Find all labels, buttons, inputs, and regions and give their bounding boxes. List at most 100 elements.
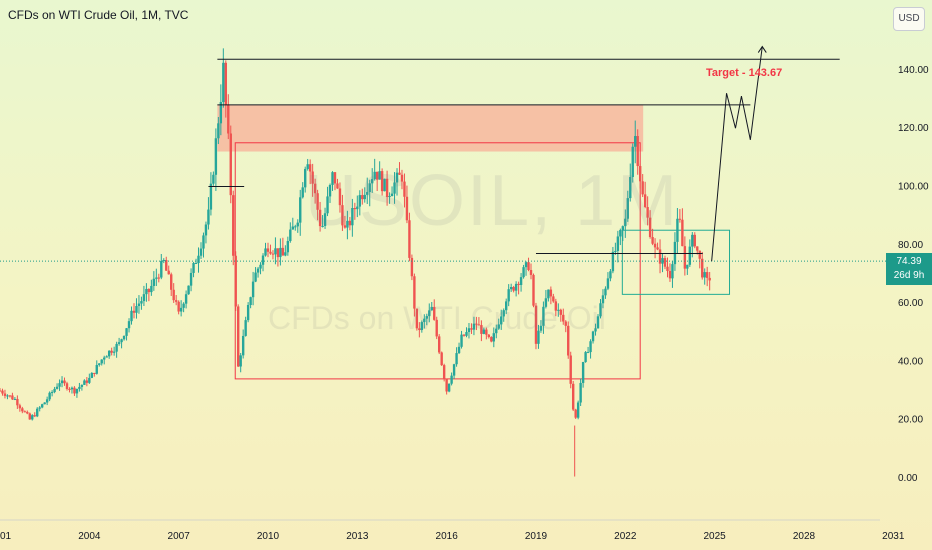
candle-body xyxy=(204,224,208,236)
x-tick-label: 2025 xyxy=(704,531,727,542)
candle-body xyxy=(256,268,260,273)
candle-body xyxy=(36,408,39,417)
candle-body xyxy=(683,246,687,269)
candle-body xyxy=(308,164,312,172)
candle-body xyxy=(549,289,553,297)
projection-path xyxy=(711,46,763,262)
candle-body xyxy=(621,226,625,231)
candle-body xyxy=(500,316,503,325)
candle-body xyxy=(182,303,185,308)
candle-body xyxy=(571,383,575,410)
countdown-value: 26d 9h xyxy=(893,270,925,281)
candle-body xyxy=(576,402,580,418)
candle-body xyxy=(85,380,89,383)
candle-body xyxy=(90,372,94,378)
candle-body xyxy=(261,255,265,265)
candle-body xyxy=(363,194,366,200)
candle-body xyxy=(110,350,113,353)
candle-body xyxy=(279,247,282,258)
candle-body xyxy=(624,218,627,227)
candle-body xyxy=(457,346,461,354)
candle-body xyxy=(241,335,245,356)
candle-body xyxy=(286,241,290,253)
candle-body xyxy=(232,195,235,256)
candle-body xyxy=(13,398,17,400)
candle-body xyxy=(698,250,701,259)
candle-body xyxy=(125,328,128,336)
candle-body xyxy=(246,304,250,321)
candle-body xyxy=(574,409,577,418)
candle-body xyxy=(651,237,654,244)
x-tick-label: 2022 xyxy=(614,531,637,542)
y-tick-label: 60.00 xyxy=(898,298,923,309)
candle-body xyxy=(145,288,148,295)
candle-body xyxy=(701,258,704,278)
candle-body xyxy=(452,364,456,376)
candle-body xyxy=(137,303,141,307)
candle-body xyxy=(527,262,530,271)
candle-body xyxy=(562,314,565,322)
y-tick-label: 20.00 xyxy=(898,415,923,426)
candle-body xyxy=(155,277,158,279)
candle-body xyxy=(306,164,309,169)
candle-body xyxy=(165,260,168,271)
candle-body xyxy=(43,402,46,405)
candle-body xyxy=(418,328,421,331)
candle-body xyxy=(653,243,657,248)
candle-body xyxy=(296,222,299,227)
candle-body xyxy=(336,183,339,189)
currency-button[interactable]: USD xyxy=(893,7,925,31)
candle-body xyxy=(455,353,458,365)
candle-body xyxy=(385,178,389,198)
candle-body xyxy=(440,352,443,366)
candle-body xyxy=(356,206,359,210)
candle-body xyxy=(584,352,587,363)
candle-body xyxy=(237,306,240,367)
candle-body xyxy=(207,209,210,225)
candle-body xyxy=(53,388,56,393)
candle-body xyxy=(147,288,151,293)
candle-body xyxy=(80,384,84,387)
candle-body xyxy=(331,172,334,185)
candle-body xyxy=(130,310,133,322)
candle-body xyxy=(6,395,9,397)
candle-body xyxy=(413,276,416,309)
candle-body xyxy=(63,380,66,384)
candle-body xyxy=(400,174,404,182)
candle-body xyxy=(705,272,709,278)
candle-body xyxy=(564,321,567,326)
candle-body xyxy=(641,181,644,195)
candle-body xyxy=(289,229,292,242)
x-tick-label: 2028 xyxy=(793,531,816,542)
candle-body xyxy=(343,225,347,228)
candle-body xyxy=(8,395,12,397)
candle-body xyxy=(95,365,98,374)
x-tick-label: 2019 xyxy=(525,531,548,542)
candle-body xyxy=(581,362,585,383)
candle-body xyxy=(83,380,86,385)
candle-body xyxy=(291,226,295,230)
candle-body xyxy=(78,386,81,389)
candle-body xyxy=(115,343,118,352)
candle-body xyxy=(460,334,463,347)
zone-fill-box xyxy=(217,104,644,152)
candle-body xyxy=(480,325,483,334)
candle-body xyxy=(442,365,446,379)
candle-body xyxy=(507,289,510,302)
candle-body xyxy=(686,264,689,269)
candle-body xyxy=(529,270,533,275)
candle-body xyxy=(643,194,647,208)
candle-body xyxy=(60,380,64,384)
candle-body xyxy=(542,306,545,326)
candle-body xyxy=(559,309,562,315)
candle-body xyxy=(358,195,361,207)
candle-body xyxy=(301,187,304,198)
x-tick-label: 2007 xyxy=(168,531,191,542)
candle-body xyxy=(447,383,451,392)
candle-body xyxy=(408,220,411,258)
candle-body xyxy=(388,196,391,198)
last-price-tag: 74.39 26d 9h xyxy=(886,253,932,285)
x-tick-label: 2016 xyxy=(436,531,459,542)
candle-body xyxy=(599,303,602,317)
